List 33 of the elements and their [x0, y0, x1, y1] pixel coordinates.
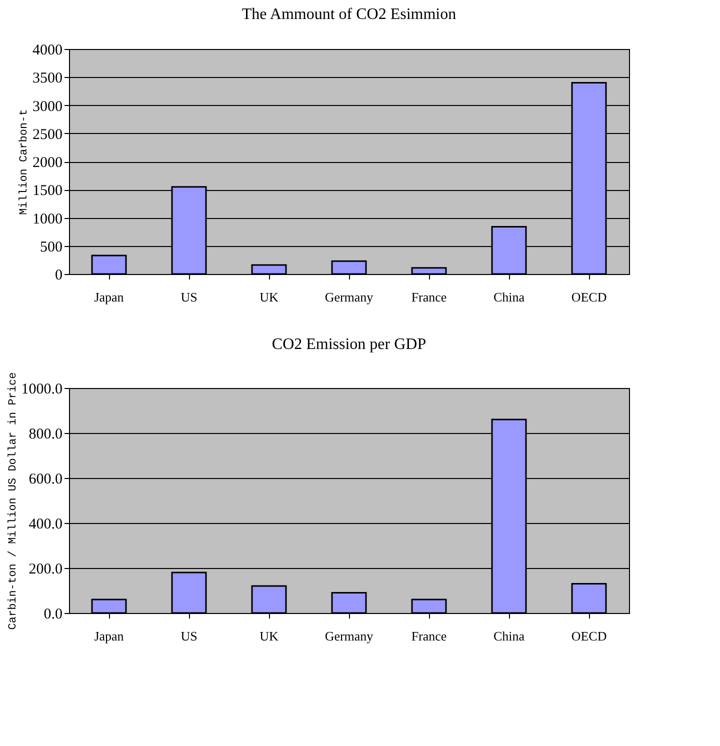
y-tick-label: 1500	[32, 183, 62, 200]
y-tick-label: 0	[55, 268, 62, 284]
y-tick-label: 3500	[32, 70, 62, 87]
x-tick-label: Japan	[94, 628, 124, 644]
x-tick-label: UK	[260, 628, 279, 644]
y-tick-label: 1000	[32, 211, 62, 228]
x-tick-label: China	[493, 290, 525, 304]
y-tick-label: 2000	[32, 155, 62, 171]
x-tick-label: France	[411, 290, 447, 304]
x-tick-label: China	[493, 628, 525, 644]
y-tick-label: 0.0	[44, 606, 62, 622]
y-tick-label: 200.0	[28, 562, 62, 578]
x-tick-label: UK	[260, 290, 279, 304]
x-tick-label: OECD	[571, 628, 607, 644]
y-axis-title: Carbin-ton / Million US Dollar in Price	[7, 372, 20, 630]
y-tick-label: 800.0	[28, 426, 62, 442]
y-tick-label: 1000.0	[21, 382, 62, 398]
x-tick-label: OECD	[571, 290, 607, 304]
x-tick-label: France	[411, 628, 447, 644]
y-tick-label: 400.0	[28, 516, 62, 532]
y-tick-label: 600.0	[28, 472, 62, 488]
y-tick-label: 4000	[32, 42, 62, 58]
chart-title: The Ammount of CO2 Esimmion	[242, 6, 456, 23]
x-tick-label: Japan	[94, 290, 124, 304]
x-tick-label: Germany	[324, 290, 374, 304]
x-tick-label: US	[180, 628, 198, 644]
y-tick-label: 2500	[32, 126, 62, 143]
x-tick-label: US	[180, 290, 198, 304]
chart-title: CO2 Emission per GDP	[272, 336, 426, 353]
y-tick-label: 500	[40, 239, 62, 256]
y-axis-title: Million Carbon-t	[18, 109, 30, 215]
x-tick-label: Germany	[324, 628, 374, 644]
y-tick-label: 3000	[32, 98, 62, 115]
